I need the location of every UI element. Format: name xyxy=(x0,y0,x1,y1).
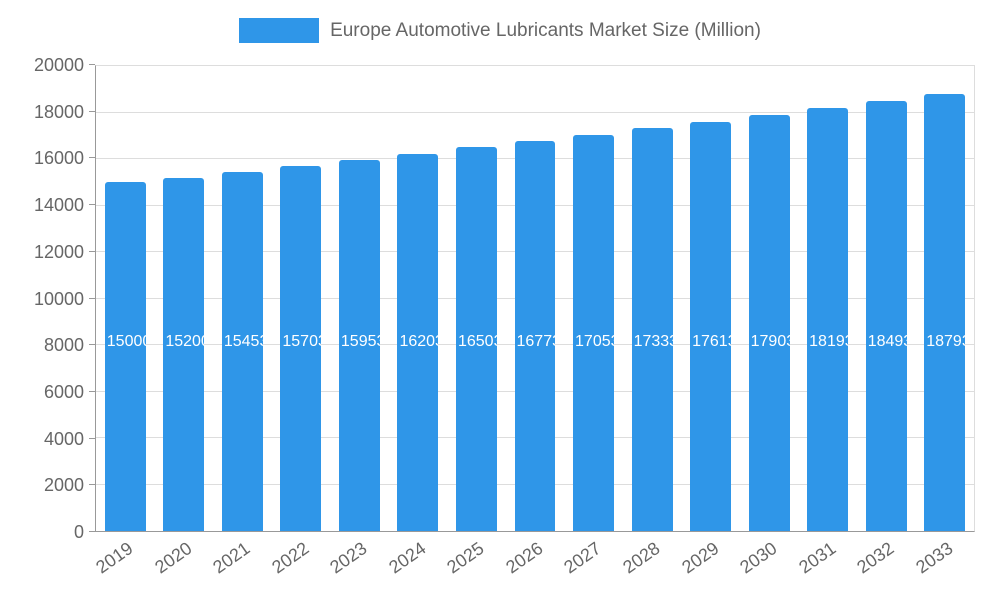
bar-band: 15453 2021 xyxy=(210,66,272,577)
x-tick-label: 2024 xyxy=(385,538,430,578)
bar-value-label: 15703 xyxy=(282,333,321,350)
bar: 17333 xyxy=(631,128,673,531)
bar-value-label: 17053 xyxy=(575,333,614,350)
legend-item[interactable]: Europe Automotive Lubricants Market Size… xyxy=(239,18,761,43)
x-tick-label: 2032 xyxy=(853,538,898,578)
bar-band: 15000 2019 xyxy=(92,66,155,577)
bar-band: 16503 2025 xyxy=(444,66,506,577)
bar-band: 15200 2020 xyxy=(151,66,214,577)
y-tick-mark xyxy=(89,344,95,346)
y-tick-mark xyxy=(89,531,95,532)
bar: 17613 xyxy=(690,121,732,531)
bar-band: 17333 2028 xyxy=(619,66,682,577)
y-tick-label: 20000 xyxy=(33,55,84,75)
y-tick-mark xyxy=(89,390,95,392)
plot-area: 15000 2019 15200 2020 15453 2021 15703 2022 1595… xyxy=(92,65,975,577)
x-tick-label: 2025 xyxy=(443,538,488,578)
bar: 16203 xyxy=(397,154,439,531)
bar: 15453 xyxy=(221,171,263,531)
x-tick-label: 2029 xyxy=(677,538,723,578)
bar-band: 16203 2024 xyxy=(385,66,448,577)
y-tick-label: 14000 xyxy=(33,195,84,216)
x-tick-label: 2028 xyxy=(619,538,664,578)
y-tick-mark xyxy=(89,204,95,206)
x-tick-label: 2022 xyxy=(268,538,313,578)
y-axis-labels: 0 2000 4000 6000 8000 10000 12000 14000 16000 180… xyxy=(0,56,95,541)
bar-value-label: 17613 xyxy=(692,333,731,350)
bar-band: 17613 2029 xyxy=(678,66,740,577)
y-tick-label: 4000 xyxy=(43,428,84,449)
x-tick-label: 2031 xyxy=(794,538,840,578)
bar: 15000 xyxy=(104,182,146,531)
bar-value-label: 15000 xyxy=(106,333,146,350)
bar-band: 17053 2027 xyxy=(561,66,623,577)
bar-value-label: 17903 xyxy=(750,333,790,350)
bar: 15703 xyxy=(280,165,322,531)
bar-band: 18493 2032 xyxy=(853,66,916,577)
x-tick-label: 2020 xyxy=(150,538,196,578)
bar-value-label: 18193 xyxy=(809,333,848,350)
x-tick-label: 2019 xyxy=(92,538,137,578)
y-tick-label: 12000 xyxy=(33,241,84,262)
y-tick-label: 16000 xyxy=(33,148,84,169)
y-tick-mark xyxy=(89,484,95,486)
legend-label: Europe Automotive Lubricants Market Size… xyxy=(330,19,761,41)
y-tick-label: 2000 xyxy=(43,475,84,496)
bar: 17903 xyxy=(748,114,790,531)
bar-band: 16773 2026 xyxy=(502,66,565,577)
y-tick-mark xyxy=(89,437,95,439)
y-tick-mark xyxy=(89,297,95,299)
bar-band: 15703 2022 xyxy=(268,66,331,577)
bar-band: 17903 2030 xyxy=(736,66,799,577)
bar: 18193 xyxy=(807,108,849,531)
x-tick-label: 2033 xyxy=(911,538,957,578)
bar: 18493 xyxy=(865,101,907,531)
bar: 16503 xyxy=(455,147,497,531)
x-tick-label: 2023 xyxy=(326,538,371,578)
y-tick-mark xyxy=(89,110,95,112)
legend-swatch xyxy=(239,18,320,43)
bar-value-label: 15453 xyxy=(223,333,263,350)
bar-value-label: 16773 xyxy=(516,333,556,350)
bar: 16773 xyxy=(514,141,556,531)
y-tick-label: 18000 xyxy=(33,101,84,122)
bar-value-label: 18493 xyxy=(867,333,907,350)
y-tick-mark xyxy=(89,64,95,65)
bar: 15953 xyxy=(338,160,380,531)
bar-band: 18793 2033 xyxy=(912,66,974,577)
x-tick-label: 2026 xyxy=(502,538,547,578)
bar-value-label: 15953 xyxy=(340,333,380,350)
legend: Europe Automotive Lubricants Market Size… xyxy=(0,18,1000,43)
bars: 15000 2019 15200 2020 15453 2021 15703 2022 1595… xyxy=(92,66,974,577)
bar-value-label: 15200 xyxy=(165,333,204,350)
gridline xyxy=(96,111,974,113)
y-tick-mark xyxy=(89,157,95,159)
bar: 17053 xyxy=(573,134,614,531)
y-tick-mark xyxy=(89,250,95,252)
bar-value-label: 16203 xyxy=(399,333,438,350)
x-tick-label: 2021 xyxy=(209,538,254,578)
y-tick-label: 8000 xyxy=(43,335,84,356)
x-tick-label: 2030 xyxy=(736,538,781,578)
bar-value-label: 17333 xyxy=(633,333,673,350)
bar-value-label: 16503 xyxy=(457,333,497,350)
y-tick-label: 0 xyxy=(73,522,84,542)
bar-value-label: 18793 xyxy=(926,333,965,350)
bar: 15200 xyxy=(163,177,205,531)
bar: 18793 xyxy=(924,94,966,531)
y-tick-label: 10000 xyxy=(33,288,84,309)
bar-band: 15953 2023 xyxy=(327,66,389,577)
x-tick-label: 2027 xyxy=(560,538,605,578)
bar-band: 18193 2031 xyxy=(795,66,857,577)
y-tick-label: 6000 xyxy=(43,381,84,402)
